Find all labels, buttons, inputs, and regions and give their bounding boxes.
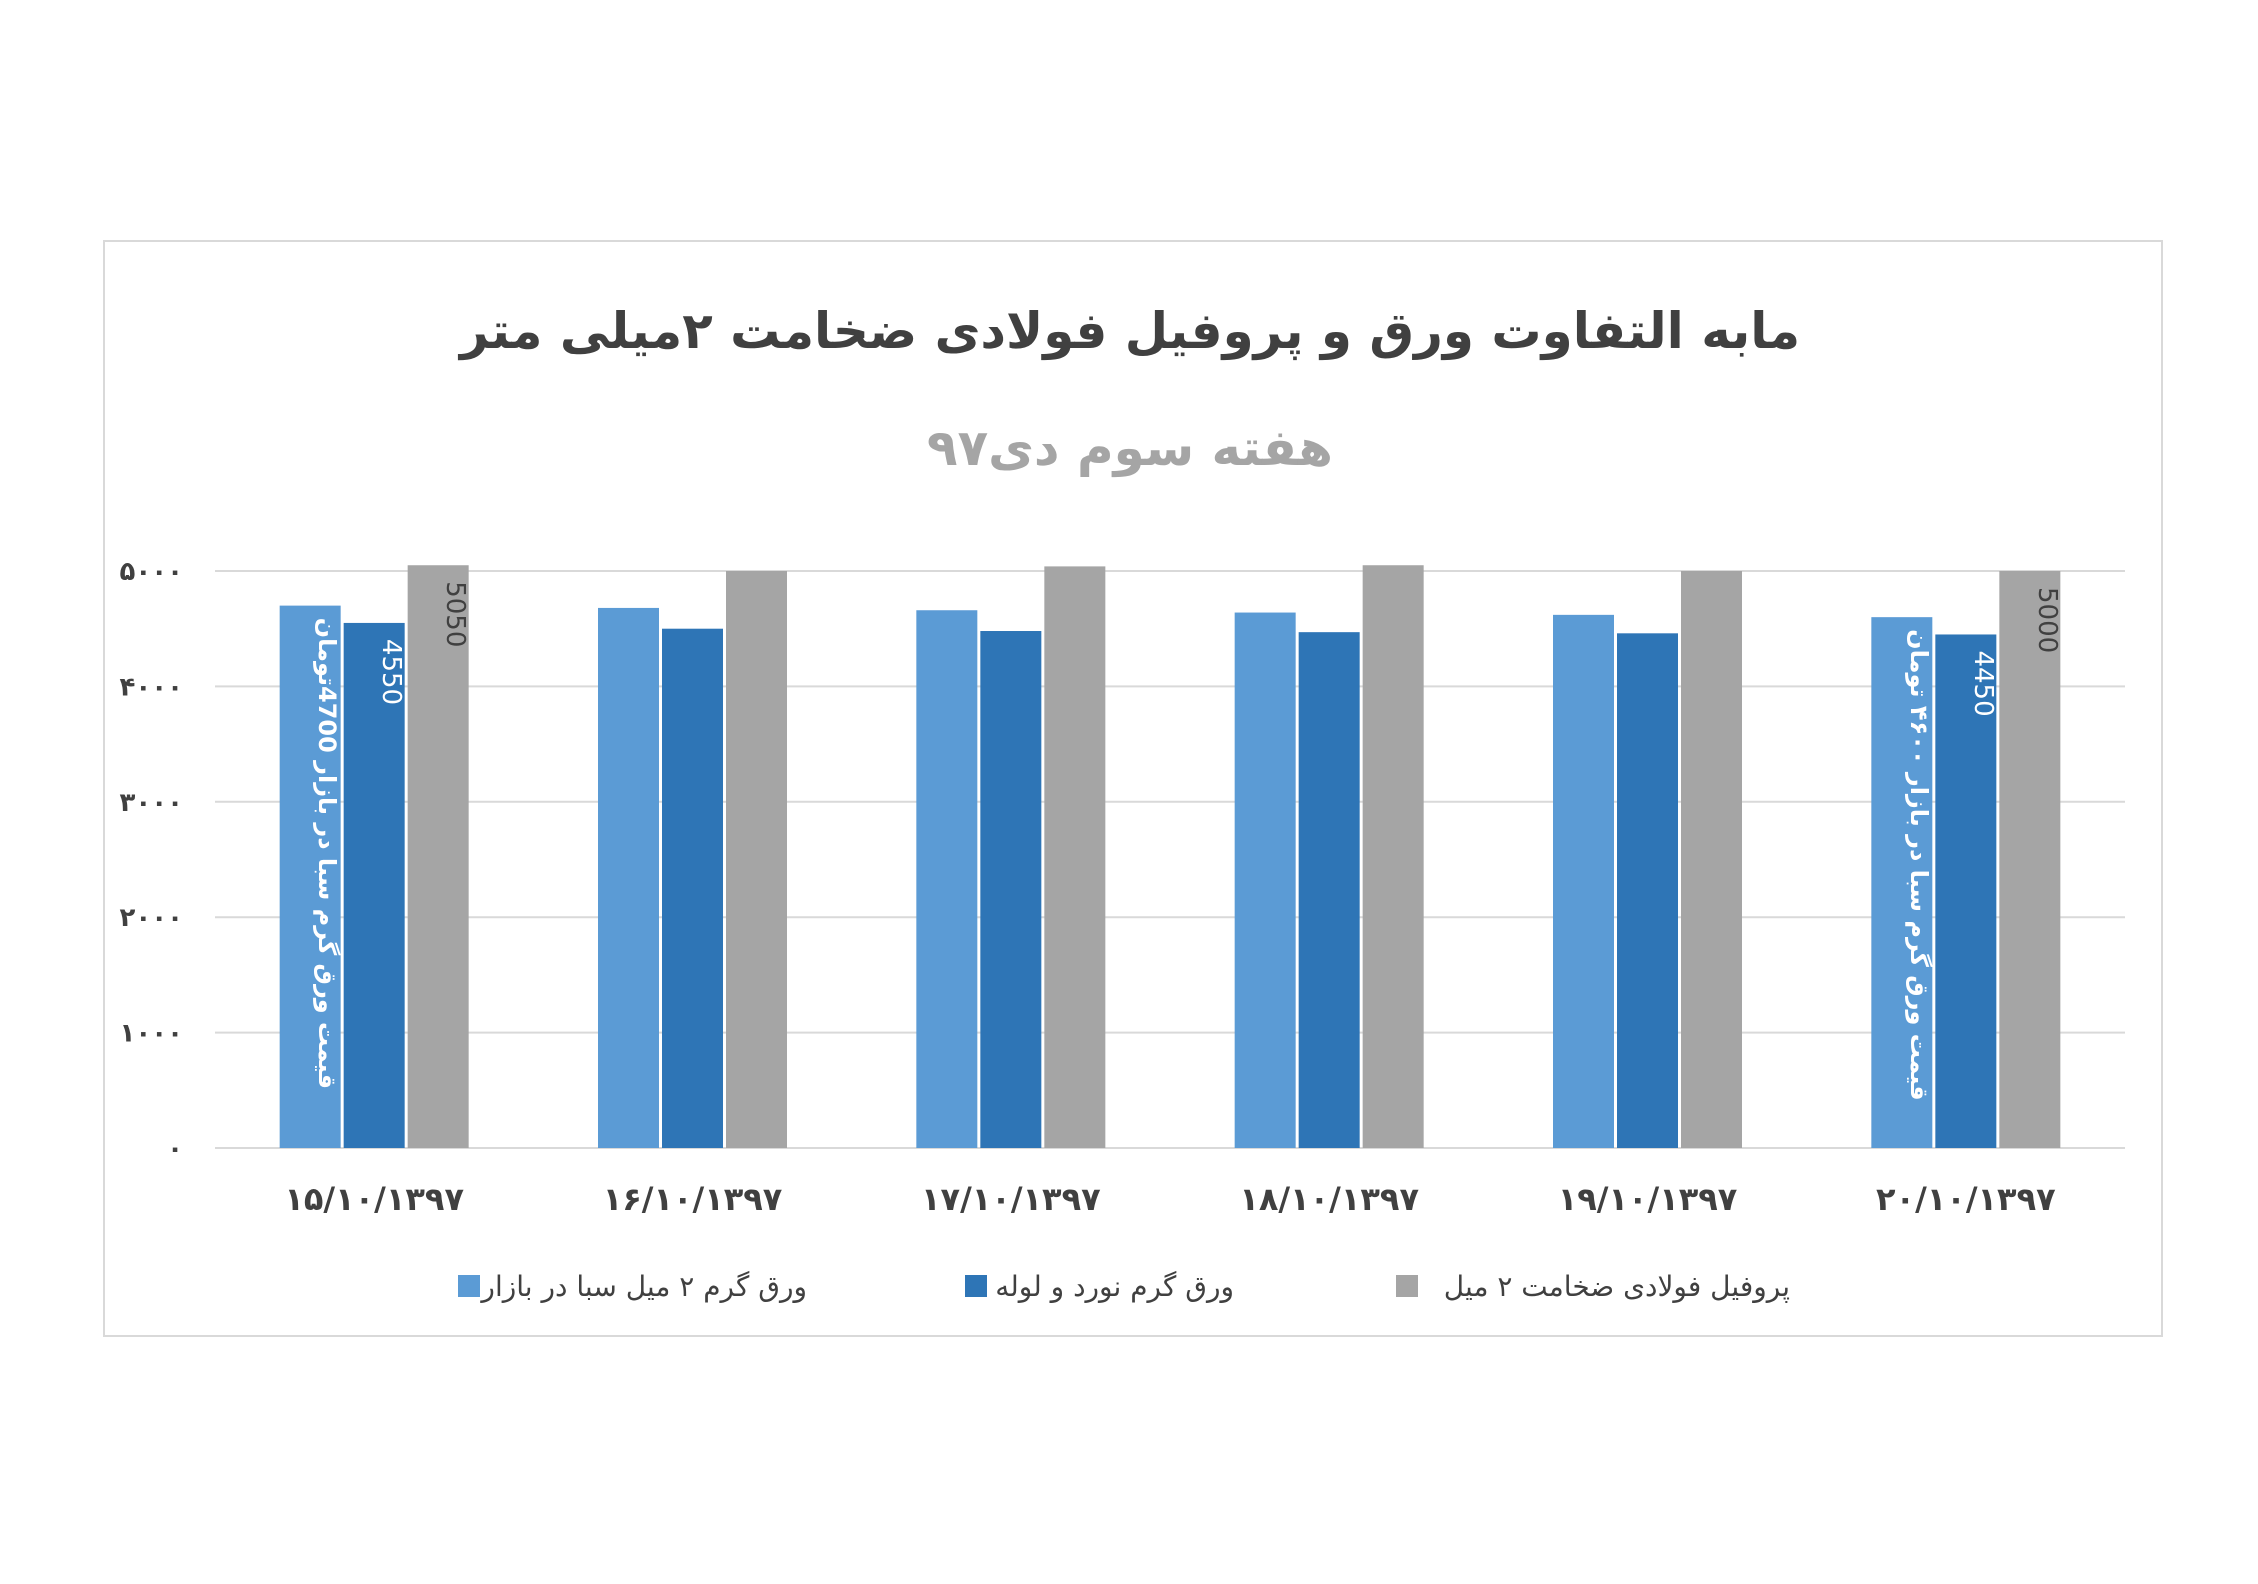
bar: [1935, 634, 1997, 1148]
gridlines: [215, 570, 2125, 1149]
data-label: 5050: [440, 581, 470, 647]
bar: [1617, 633, 1678, 1148]
y-tick-label: ۰: [167, 1134, 183, 1164]
legend-swatch: [965, 1275, 987, 1297]
bars: [279, 565, 2061, 1148]
x-tick-label: ۱۷/۱۰/۱۳۹۷: [921, 1180, 1101, 1218]
data-label: 4550: [376, 639, 406, 705]
data-label: قیمت ورق گرم سبا در بازار 4700تومان: [313, 618, 341, 1089]
y-tick-label: ۳۰۰۰: [120, 788, 183, 818]
y-tick-label: ۱۰۰۰: [120, 1019, 183, 1049]
x-tick-label: ۱۸/۱۰/۱۳۹۷: [1239, 1180, 1419, 1218]
legend: ورق گرم ۲ میل سبا در بازار ورق گرم نورد و…: [458, 1270, 1790, 1303]
bar: [1553, 614, 1614, 1148]
bar: [407, 565, 469, 1148]
legend-swatch: [1396, 1275, 1418, 1297]
legend-swatch: [458, 1275, 480, 1297]
bar: [1234, 612, 1296, 1148]
bar: [1044, 566, 1106, 1148]
legend-label: ورق گرم ۲ میل سبا در بازار: [479, 1270, 807, 1303]
data-label: 5000: [2032, 587, 2062, 653]
chart-title: مابه التفاوت ورق و پروفیل فولادی ضخامت ۲…: [457, 302, 1800, 361]
data-label: 4450: [1968, 650, 1998, 716]
y-axis: ۰ ۱۰۰۰ ۲۰۰۰ ۳۰۰۰ ۴۰۰۰ ۵۰۰۰: [120, 557, 183, 1164]
legend-label: پروفیل فولادی ضخامت ۲ میل: [1444, 1270, 1790, 1303]
y-tick-label: ۲۰۰۰: [120, 903, 183, 933]
bar: [1999, 571, 2061, 1148]
x-tick-label: ۲۰/۱۰/۱۳۹۷: [1876, 1180, 2056, 1218]
bar: [916, 610, 978, 1148]
bar: [1871, 617, 1933, 1148]
y-tick-label: ۴۰۰۰: [120, 672, 183, 702]
bar: [1298, 632, 1360, 1148]
chart-subtitle: هفته سوم دی۹۷: [927, 419, 1333, 478]
bar: [1362, 565, 1424, 1148]
legend-label: ورق گرم نورد و لوله: [995, 1270, 1234, 1303]
bar: [598, 607, 659, 1148]
bar: [726, 571, 787, 1148]
y-tick-label: ۵۰۰۰: [120, 557, 183, 587]
x-axis: ۱۵/۱۰/۱۳۹۷ ۱۶/۱۰/۱۳۹۷ ۱۷/۱۰/۱۳۹۷ ۱۸/۱۰/۱۳۹۷…: [284, 1180, 2056, 1218]
x-tick-label: ۱۶/۱۰/۱۳۹۷: [603, 1180, 783, 1218]
bar: [662, 628, 723, 1148]
x-tick-label: ۱۵/۱۰/۱۳۹۷: [284, 1180, 464, 1218]
bar: [1681, 571, 1742, 1148]
x-tick-label: ۱۹/۱۰/۱۳۹۷: [1558, 1180, 1738, 1218]
data-labels: قیمت ورق گرم سبا در بازار 4700تومان 4550 5…: [313, 581, 2062, 1101]
bar: [343, 622, 405, 1148]
bar: [980, 631, 1042, 1148]
data-label: قیمت ورق گرم سبا در بازار ۴۶۰۰ تومان: [1905, 629, 1933, 1101]
bar: [279, 605, 341, 1148]
